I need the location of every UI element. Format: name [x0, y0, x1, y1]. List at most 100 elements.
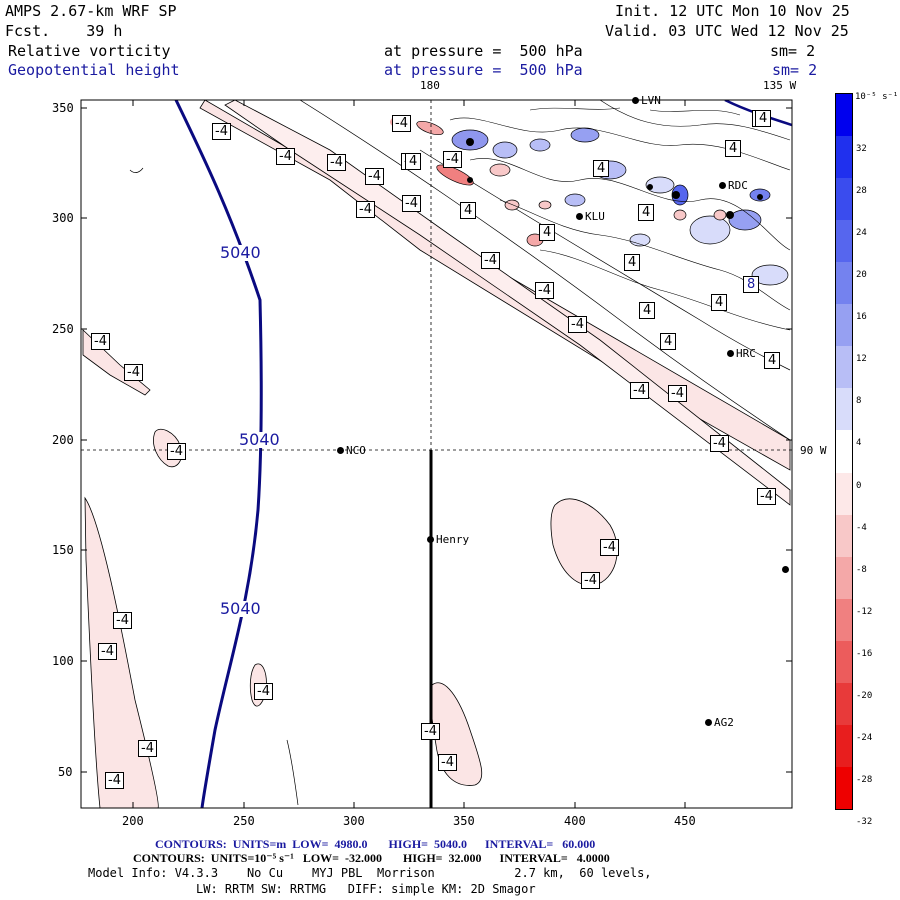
- colorbar-segment: [836, 640, 852, 684]
- vorticity-label: -4: [113, 612, 132, 629]
- vorticity-label: 4: [755, 110, 772, 127]
- vorticity-label: -4: [365, 168, 384, 185]
- station-marker: [427, 536, 434, 543]
- colorbar-tick-label: -32: [856, 816, 873, 827]
- colorbar-segment: [836, 94, 852, 137]
- footer-model-info: Model Info: V4.3.3 No Cu MYJ PBL Morriso…: [88, 866, 652, 880]
- vorticity-label: -4: [138, 740, 157, 757]
- colorbar-segment: [836, 598, 852, 642]
- vorticity-label: -4: [710, 435, 729, 452]
- forecast-hour: Fcst. 39 h: [5, 22, 123, 40]
- y-tick-label: 300: [52, 211, 74, 225]
- footer-vorticity-contours: CONTOURS: UNITS=10⁻⁵ s⁻¹ LOW= -32.000 HI…: [133, 851, 610, 865]
- colorbar-segment: [836, 430, 852, 474]
- station-marker: [719, 182, 726, 189]
- colorbar-tick-label: 28: [856, 186, 867, 197]
- vorticity-label: 4: [460, 202, 477, 219]
- colorbar-tick-label: 0: [856, 480, 862, 491]
- longitude-label-90w: 90 W: [800, 444, 827, 457]
- model-title: AMPS 2.67-km WRF SP: [5, 2, 177, 20]
- y-tick-label: 150: [52, 543, 74, 557]
- vorticity-label: -4: [254, 683, 273, 700]
- vorticity-label: -4: [98, 643, 117, 660]
- vorticity-label: -4: [630, 382, 649, 399]
- vorticity-label: -4: [535, 282, 554, 299]
- station-label: Henry: [436, 533, 470, 546]
- vorticity-label: 4: [638, 204, 655, 221]
- station-marker: [705, 719, 712, 726]
- colorbar-segment: [836, 556, 852, 600]
- station-marker: [337, 447, 344, 454]
- station-label: HRC: [736, 347, 756, 360]
- colorbar-tick-label: 8: [856, 396, 862, 407]
- station-marker: [576, 213, 583, 220]
- field2-name: Geopotential height: [8, 61, 180, 79]
- zero-contour: [286, 739, 299, 806]
- vorticity-label: -4: [327, 154, 346, 171]
- vorticity-label: -4: [443, 151, 462, 168]
- vorticity-label: -4: [757, 488, 776, 505]
- vorticity-label: 4: [711, 294, 728, 311]
- init-time: Init. 12 UTC Mon 10 Nov 25: [615, 2, 850, 20]
- colorbar-tick-label: 12: [856, 354, 867, 365]
- zero-contour: [129, 167, 144, 173]
- vorticity-label: -4: [402, 195, 421, 212]
- colorbar-tick-label: -20: [856, 690, 873, 701]
- station-marker: [782, 566, 789, 573]
- plot-frame: [80, 99, 793, 809]
- vorticity-label: -4: [356, 201, 375, 218]
- colorbar-tick-label: -16: [856, 648, 873, 659]
- x-tick-label: 450: [674, 814, 696, 828]
- x-tick-label: 300: [343, 814, 365, 828]
- field2-level: at pressure = 500 hPa: [384, 61, 583, 79]
- geopotential-5040-contour: [174, 100, 263, 808]
- vorticity-label: -4: [581, 572, 600, 589]
- station-label: AG2: [714, 716, 734, 729]
- zero-contour: [419, 149, 791, 371]
- vorticity-label: -4: [421, 723, 440, 740]
- colorbar-segment: [836, 514, 852, 558]
- footer-physics: LW: RRTM SW: RRTMG DIFF: simple KM: 2D S…: [196, 882, 536, 896]
- vorticity-label: -4: [668, 385, 687, 402]
- colorbar-segment: [836, 472, 852, 516]
- longitude-label-135w: 135 W: [763, 79, 797, 92]
- vorticity-label: 4: [639, 302, 656, 319]
- colorbar-tick-label: 4: [856, 438, 862, 449]
- x-tick-label: 200: [122, 814, 144, 828]
- vorticity-label: -4: [438, 754, 457, 771]
- station-marker: [727, 350, 734, 357]
- height-label: 5040: [220, 243, 261, 262]
- colorbar-tick-label: -28: [856, 774, 873, 785]
- field1-smoothing: sm= 2: [770, 42, 816, 60]
- colorbar-tick-label: -8: [856, 564, 867, 575]
- axis-ticks: [81, 100, 792, 808]
- colorbar-segment: [836, 304, 852, 347]
- vorticity-label: -4: [568, 316, 587, 333]
- y-tick-label: 100: [52, 654, 74, 668]
- colorbar-tick-label: -4: [856, 522, 867, 533]
- neg-vort-band: [84, 496, 159, 808]
- colorbar-segment: [836, 136, 852, 179]
- vorticity-label: -4: [600, 539, 619, 556]
- field1-name: Relative vorticity: [8, 42, 171, 60]
- vorticity-label: 4: [593, 160, 610, 177]
- colorbar-segment: [836, 178, 852, 221]
- field1-level: at pressure = 500 hPa: [384, 42, 583, 60]
- colorbar-segment: [836, 682, 852, 726]
- colorbar-tick-label: 32: [856, 144, 867, 155]
- vorticity-label: 8: [743, 276, 760, 293]
- vorticity-label: -4: [212, 123, 231, 140]
- colorbar-segment: [836, 346, 852, 389]
- vorticity-label: 4: [405, 153, 422, 170]
- station-label: LVN: [641, 94, 661, 107]
- colorbar-segment: [836, 262, 852, 305]
- colorbar-tick-label: -24: [856, 732, 873, 743]
- colorbar-tick-label: 20: [856, 270, 867, 281]
- vorticity-label: -4: [276, 148, 295, 165]
- vorticity-label: 4: [539, 224, 556, 241]
- colorbar-tick-label: 16: [856, 312, 867, 323]
- station-label: RDC: [728, 179, 748, 192]
- colorbar-segment: [836, 724, 852, 768]
- vorticity-label: -4: [124, 364, 143, 381]
